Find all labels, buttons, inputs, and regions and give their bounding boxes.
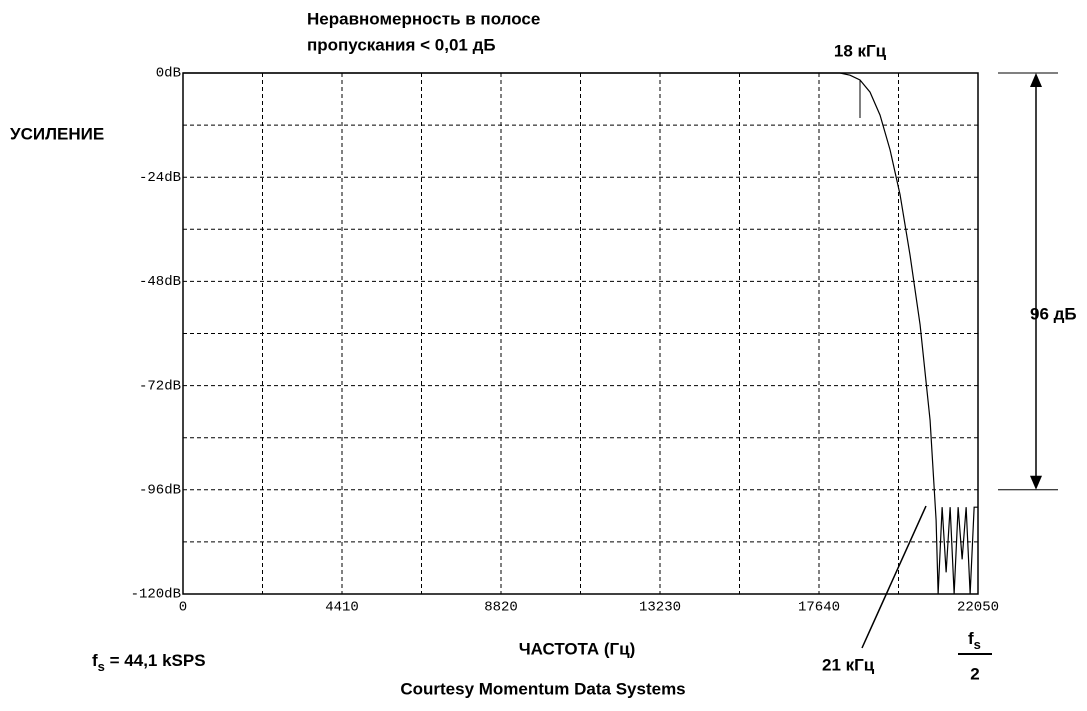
x-tick-label: 8820 [484, 600, 518, 616]
x-tick-label: 0 [179, 600, 187, 616]
y-tick-label: 0dB [156, 66, 181, 82]
response-curve [183, 72, 978, 595]
title-line: Неравномерность в полосе [307, 9, 540, 28]
y-tick-label: -96dB [139, 483, 181, 499]
nyquist-denominator: 2 [970, 664, 979, 683]
arrow-head [1030, 475, 1042, 490]
stopband-label: 21 кГц [822, 655, 875, 674]
x-tick-label: 13230 [639, 600, 681, 616]
y-tick-label: -72dB [139, 378, 181, 394]
x-axis-label: ЧАСТОТА (Гц) [519, 639, 636, 658]
y-tick-label: -48dB [139, 274, 181, 290]
dimension-label: 96 дБ [1030, 304, 1077, 323]
y-tick-label: -120dB [131, 587, 181, 603]
arrow-head [1030, 73, 1042, 87]
credit: Courtesy Momentum Data Systems [400, 679, 685, 698]
sample-rate: fs = 44,1 kSPS [92, 651, 206, 674]
stopband-pointer [861, 505, 927, 649]
x-tick-label: 4410 [325, 600, 359, 616]
x-tick-label: 17640 [798, 600, 840, 616]
title-line: пропускания < 0,01 дБ [307, 35, 496, 54]
passband-label: 18 кГц [834, 41, 887, 60]
nyquist-numerator: fs [968, 629, 981, 652]
y-axis-label: УСИЛЕНИЕ [10, 124, 104, 143]
x-tick-label: 22050 [957, 600, 999, 616]
y-tick-label: -24dB [139, 170, 181, 186]
